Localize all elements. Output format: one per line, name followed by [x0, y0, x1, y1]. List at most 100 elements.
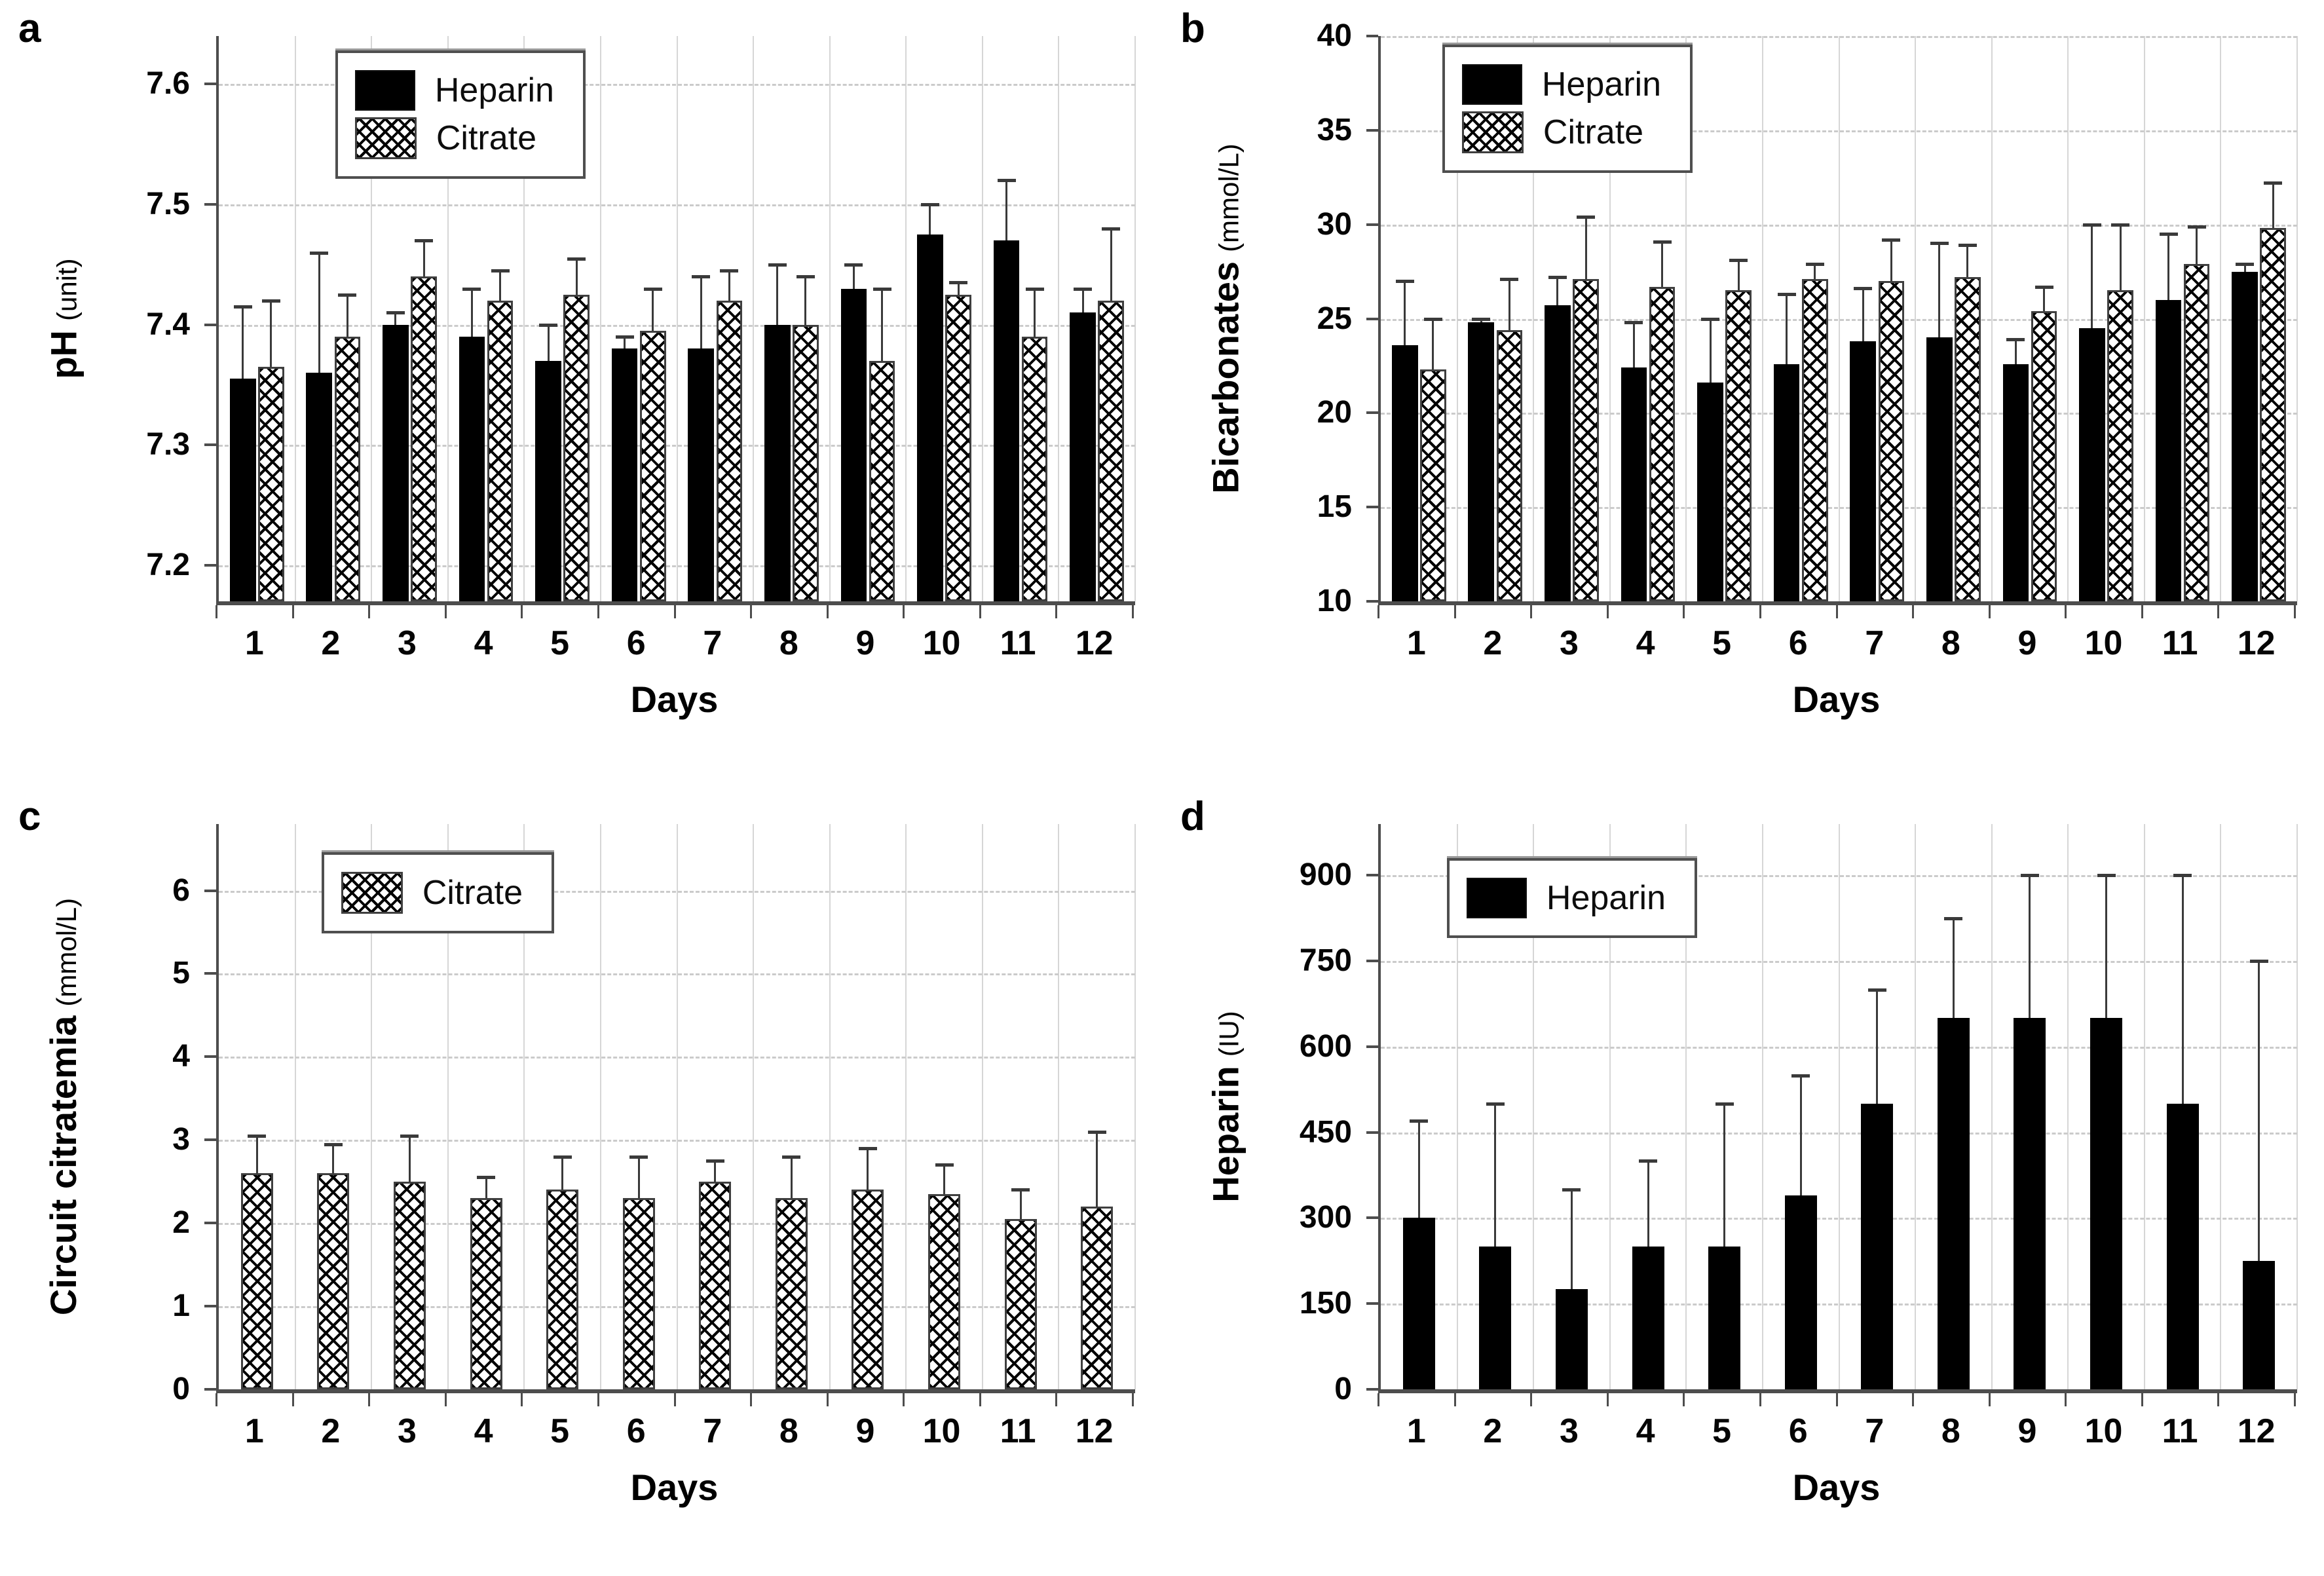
heparin-error-cap-day-3 [1562, 1188, 1581, 1191]
x-tick-label: 12 [1075, 624, 1114, 662]
heparin-error-bar-day-6 [624, 337, 626, 349]
y-axis-tickmark [204, 1388, 216, 1391]
heparin-error-bar-day-2 [318, 252, 320, 373]
x-axis-tickmark [1683, 605, 1685, 618]
citrate-error-cap-day-6 [629, 1155, 648, 1159]
citrate-error-bar-day-9 [881, 288, 884, 361]
y-axis-tickmark [1366, 1302, 1378, 1305]
heparin-error-cap-day-11 [2173, 874, 2192, 878]
heparin-error-bar-day-8 [1952, 918, 1955, 1019]
citrate-bar-day-3 [1573, 279, 1599, 601]
x-tick-label: 8 [779, 1412, 798, 1450]
x-axis-tickmark [1912, 1393, 1915, 1406]
x-axis-tickmark [2141, 605, 2143, 618]
citrate-bar-day-6 [622, 1198, 655, 1389]
heparin-error-cap-day-6 [1791, 1074, 1810, 1078]
x-axis-tickmark [216, 1393, 217, 1406]
x-axis-tickmark [979, 1393, 981, 1406]
citrate-error-bar-day-5 [575, 258, 578, 295]
heparin-error-cap-day-2 [310, 251, 329, 255]
vertical-gridline [599, 36, 601, 601]
citrate-error-bar-day-8 [1966, 245, 1969, 278]
y-tick-label: 15 [1317, 489, 1352, 525]
x-axis-tickmark [2141, 1393, 2143, 1406]
citrate-error-cap-day-1 [1423, 317, 1442, 321]
crosshatch-swatch-icon [341, 872, 403, 914]
citrate-error-bar-day-9 [2043, 286, 2046, 311]
y-tick-label: 450 [1299, 1114, 1352, 1150]
heparin-error-bar-day-9 [852, 264, 855, 289]
horizontal-gridline [1381, 36, 2297, 38]
x-tick-label: 2 [321, 624, 341, 662]
heparin-bar-day-8 [764, 324, 791, 601]
horizontal-gridline [1381, 1218, 2297, 1220]
y-tick-label: 10 [1317, 584, 1352, 618]
x-tick-label: 5 [1712, 624, 1732, 662]
citrate-error-cap-day-11 [1025, 287, 1044, 291]
citrate-error-bar-day-11 [2196, 226, 2198, 265]
citrate-bar-day-1 [1420, 369, 1446, 601]
citrate-error-cap-day-4 [1653, 240, 1672, 244]
horizontal-gridline [1381, 130, 2297, 132]
heparin-error-bar-day-10 [929, 204, 931, 235]
y-tick-label: 150 [1299, 1286, 1352, 1321]
y-axis-tickmark [1366, 1131, 1378, 1134]
horizontal-gridline [219, 890, 1135, 893]
x-tick-label: 7 [1865, 624, 1884, 662]
x-axis-tickmark [1606, 1393, 1609, 1406]
y-axis-tickmark [1366, 128, 1378, 132]
x-axis-title: Days [630, 1467, 719, 1508]
horizontal-gridline [1381, 1132, 2297, 1135]
heparin-bar-day-2 [1479, 1247, 1512, 1389]
citrate-bar-day-5 [546, 1190, 579, 1389]
x-axis-tickmark [2065, 1393, 2067, 1406]
vertical-gridline [1134, 36, 1136, 601]
heparin-error-bar-day-12 [2243, 264, 2246, 272]
plot-area [216, 824, 1136, 1393]
x-tick-label: 2 [1483, 1412, 1503, 1450]
heparin-error-bar-day-4 [470, 288, 473, 337]
heparin-bar-day-6 [1784, 1195, 1817, 1389]
x-axis-tickmark [1683, 1393, 1685, 1406]
y-axis-tickmark [204, 1055, 216, 1059]
y-tick-label: 2 [172, 1205, 190, 1241]
x-tick-label: 11 [2162, 624, 2198, 662]
heparin-error-bar-day-4 [1632, 322, 1635, 368]
heparin-bar-day-6 [1773, 364, 1800, 601]
heparin-error-cap-day-5 [539, 323, 558, 327]
vertical-gridline [676, 824, 678, 1389]
heparin-error-bar-day-11 [1005, 180, 1008, 241]
legend-label: Heparin [434, 71, 554, 109]
vertical-gridline [2220, 824, 2222, 1389]
citrate-error-bar-day-10 [943, 1165, 946, 1194]
x-axis-tickmark [1132, 605, 1134, 618]
citrate-error-cap-day-3 [1577, 216, 1596, 219]
citrate-error-cap-day-7 [705, 1159, 724, 1163]
horizontal-gridline [1381, 224, 2297, 227]
x-axis-tickmark [291, 605, 294, 618]
x-tick-label: 4 [474, 1412, 493, 1450]
heparin-bar-day-4 [459, 337, 485, 601]
heparin-bar-day-7 [688, 348, 715, 601]
citrate-error-bar-day-12 [2272, 183, 2274, 229]
citrate-error-bar-day-10 [957, 282, 960, 295]
x-axis-tickmark [1988, 1393, 1991, 1406]
x-axis-tickmark [1453, 605, 1456, 618]
citrate-error-bar-day-6 [652, 288, 654, 331]
heparin-bar-day-12 [2232, 271, 2258, 601]
heparin-error-bar-day-1 [1417, 1121, 1420, 1218]
heparin-error-cap-day-4 [1624, 321, 1643, 325]
solid-swatch-icon [354, 69, 415, 111]
x-tick-label: 11 [1000, 624, 1036, 662]
y-tick-label: 0 [1334, 1372, 1352, 1406]
legend-label: Citrate [1543, 113, 1644, 151]
heparin-error-bar-day-1 [242, 307, 244, 379]
citrate-error-bar-day-7 [714, 1160, 717, 1182]
citrate-bar-day-11 [1004, 1218, 1037, 1389]
horizontal-gridline [219, 445, 1135, 447]
legend-label: Citrate [436, 119, 537, 157]
legend-label: Heparin [1546, 878, 1666, 917]
x-axis-tickmark [291, 1393, 294, 1406]
heparin-error-bar-day-8 [776, 264, 779, 325]
x-tick-label: 5 [550, 1412, 570, 1450]
